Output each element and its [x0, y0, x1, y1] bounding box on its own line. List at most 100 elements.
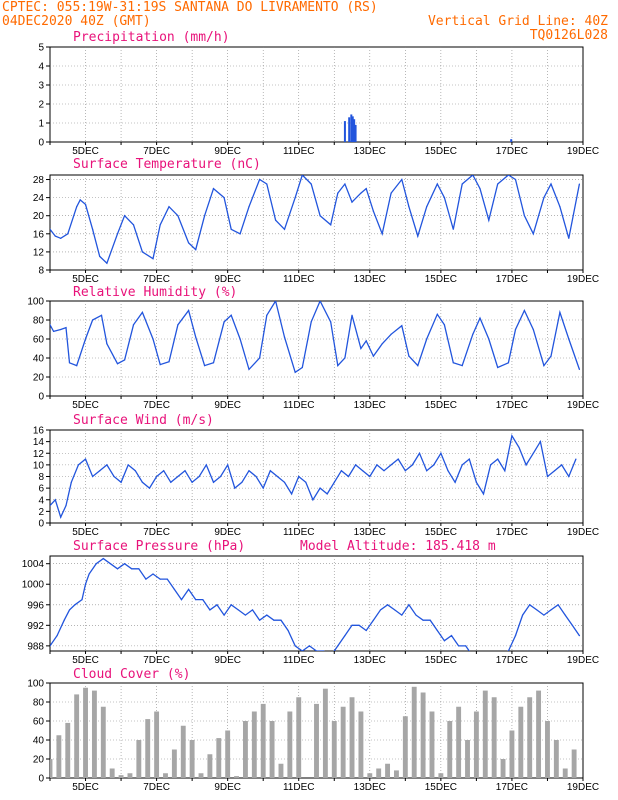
- cloud-bar: [571, 749, 577, 778]
- data-point: [525, 464, 527, 466]
- data-point: [340, 470, 342, 472]
- panel-annotation: Model Altitude: 185.418 m: [300, 539, 496, 554]
- data-point: [369, 475, 371, 478]
- data-point: [237, 609, 239, 611]
- data-point: [497, 366, 499, 369]
- data-point: [223, 321, 225, 323]
- cloud-bar: [56, 735, 62, 778]
- data-point: [216, 604, 218, 606]
- data-point: [529, 604, 531, 606]
- data-point: [116, 568, 119, 570]
- data-point: [333, 481, 335, 483]
- y-tick-label: 0: [38, 774, 44, 785]
- data-point: [372, 619, 374, 621]
- panel-title: Cloud Cover (%): [73, 667, 190, 682]
- data-point: [550, 183, 552, 185]
- y-tick-label: 80: [33, 698, 45, 709]
- data-point: [88, 573, 90, 575]
- data-point: [571, 624, 573, 626]
- series-line: [50, 301, 581, 374]
- data-point: [475, 481, 477, 483]
- data-point: [203, 215, 206, 217]
- panel-2: Relative Humidity (%) 0 20 40 60 80 100 5DEC 7DE…: [27, 285, 599, 411]
- data-point: [360, 347, 362, 350]
- data-point: [50, 324, 51, 326]
- data-point: [187, 242, 190, 244]
- x-tick-label: 11DEC: [283, 782, 315, 793]
- data-point: [273, 619, 275, 621]
- data-point: [92, 475, 94, 478]
- data-point: [465, 645, 467, 647]
- cloud-bar: [491, 697, 497, 778]
- data-point: [443, 640, 446, 642]
- cloud-bar: [234, 776, 239, 778]
- panel-5: Cloud Cover (%) 0 20 40 60 80 100 5DEC 7DEC 9DEC 1…: [27, 667, 599, 793]
- x-tick-label: 7DEC: [143, 782, 170, 793]
- data-point: [280, 619, 282, 621]
- cloud-bar: [536, 690, 542, 778]
- data-point: [436, 629, 438, 632]
- cloud-bar: [260, 703, 266, 778]
- data-point: [472, 656, 473, 657]
- data-point: [230, 314, 232, 316]
- data-point: [401, 178, 403, 181]
- data-point: [330, 656, 331, 657]
- data-point: [187, 588, 190, 590]
- data-point: [209, 609, 211, 611]
- cloud-bar: [50, 759, 53, 778]
- data-point: [68, 609, 71, 611]
- data-point: [365, 187, 367, 190]
- cloud-bar: [456, 706, 462, 778]
- data-point: [330, 321, 332, 323]
- y-tick-label: 60: [33, 717, 45, 728]
- plot-frame: [49, 46, 584, 143]
- x-tick-label: 9DEC: [214, 527, 241, 538]
- data-point: [298, 475, 300, 478]
- data-point: [521, 614, 524, 616]
- data-point: [337, 365, 339, 367]
- data-point: [141, 251, 143, 253]
- data-point: [561, 464, 563, 466]
- data-point: [559, 311, 561, 313]
- data-point: [138, 568, 140, 570]
- data-point: [106, 343, 108, 345]
- data-point: [95, 563, 97, 565]
- data-point: [390, 192, 392, 194]
- data-layer: [50, 175, 581, 265]
- precip-bar: [348, 117, 351, 142]
- data-point: [312, 499, 314, 501]
- data-point: [422, 619, 424, 621]
- data-point: [248, 470, 250, 472]
- data-point: [191, 481, 193, 483]
- data-point: [546, 475, 549, 478]
- cloud-bar: [154, 711, 160, 778]
- y-tick-label: 0: [38, 138, 44, 149]
- data-point: [447, 470, 449, 472]
- data-layer: [50, 557, 581, 657]
- data-point: [532, 452, 534, 454]
- cloud-bar: [447, 721, 453, 778]
- data-point: [319, 487, 321, 489]
- data-point: [452, 228, 454, 230]
- data-point: [275, 301, 277, 302]
- data-point: [479, 656, 480, 657]
- plot-frame: [49, 174, 584, 271]
- data-point: [76, 206, 78, 208]
- data-point: [394, 609, 396, 611]
- data-point: [330, 224, 332, 226]
- cloud-bar: [376, 768, 382, 778]
- data-point: [390, 464, 392, 466]
- data-point: [404, 470, 406, 472]
- y-tick-label: 60: [33, 335, 45, 346]
- data-point: [203, 365, 206, 367]
- header-run-time: 04DEC2020 40Z (GMT): [2, 14, 151, 29]
- data-point: [518, 446, 520, 449]
- x-tick-label: 5DEC: [72, 146, 99, 157]
- y-tick-label: 2: [38, 507, 44, 518]
- data-point: [54, 499, 56, 501]
- x-tick-label: 7DEC: [143, 527, 170, 538]
- data-point: [255, 475, 257, 478]
- data-point: [514, 634, 517, 637]
- data-point: [381, 233, 383, 235]
- cloud-bar: [358, 711, 364, 778]
